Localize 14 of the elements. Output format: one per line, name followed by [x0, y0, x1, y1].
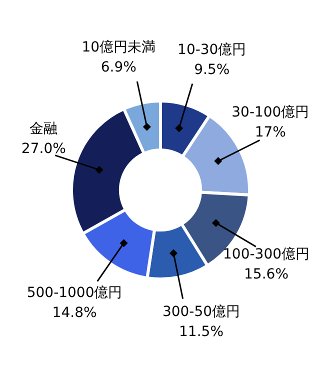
data-label: 27.0%	[21, 141, 66, 158]
data-label: 6.9%	[100, 59, 136, 76]
slice-label: 10-30億円	[178, 42, 246, 58]
data-label: 17%	[254, 124, 286, 140]
data-label: 9.5%	[194, 62, 230, 78]
slice-label: 300-50億円	[162, 304, 240, 320]
data-label: 11.5%	[179, 324, 224, 340]
data-label: 14.8%	[52, 304, 97, 321]
data-label: 15.6%	[244, 266, 288, 282]
slice-label: 10億円未満	[82, 39, 156, 56]
slice-label: 金融	[30, 121, 58, 138]
slice-label: 100-300億円	[223, 246, 310, 262]
slice-label: 30-100億円	[232, 104, 310, 120]
slice-label: 500-1000億円	[26, 284, 122, 301]
